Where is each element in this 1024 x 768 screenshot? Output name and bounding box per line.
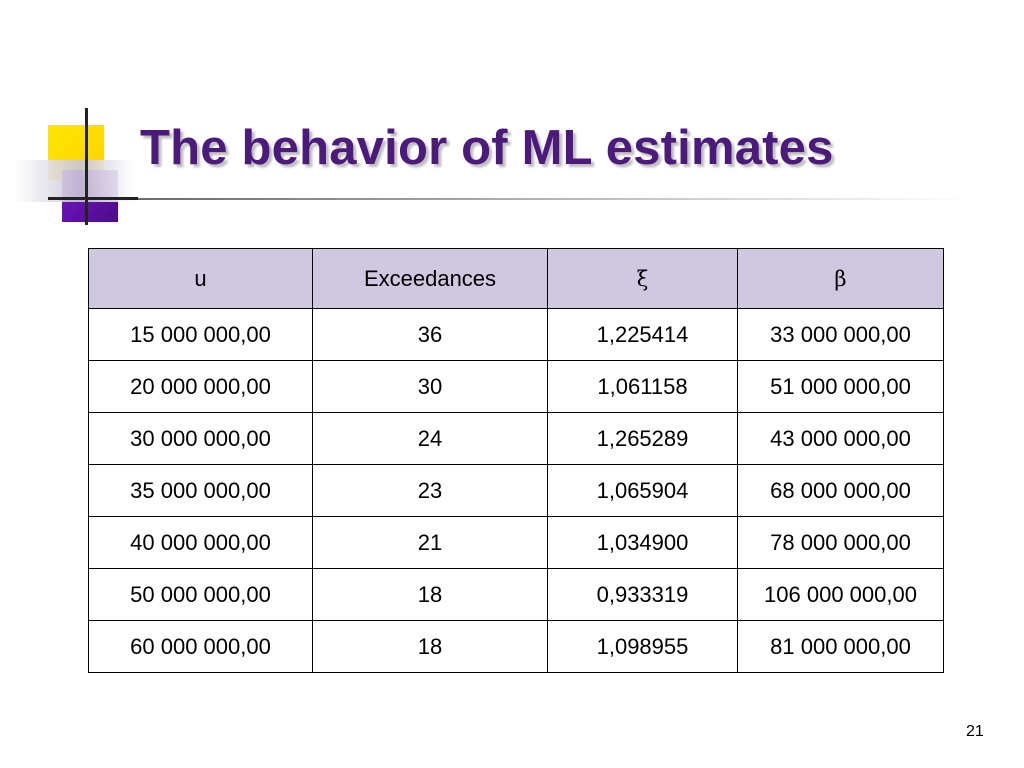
- cell-exceedances: 36: [312, 308, 548, 361]
- cell-xi: 1,065904: [547, 464, 738, 517]
- cell-u: 50 000 000,00: [88, 568, 313, 621]
- cell-u: 15 000 000,00: [88, 308, 313, 361]
- header-exceedances: Exceedances: [312, 248, 548, 309]
- table-header-row: u Exceedances ξ β: [88, 248, 944, 309]
- cell-beta: 106 000 000,00: [737, 568, 944, 621]
- cell-xi: 1,061158: [547, 360, 738, 413]
- title-underline: [138, 198, 968, 200]
- cell-xi: 1,225414: [547, 308, 738, 361]
- page-number: 21: [966, 723, 984, 740]
- table-row: 50 000 000,00 18 0,933319 106 000 000,00: [88, 568, 944, 621]
- slide-title: The behavior of ML estimates: [140, 121, 834, 175]
- header-xi: ξ: [547, 248, 738, 309]
- cell-beta: 68 000 000,00: [737, 464, 944, 517]
- cell-u: 35 000 000,00: [88, 464, 313, 517]
- cell-exceedances: 24: [312, 412, 548, 465]
- cell-xi: 1,034900: [547, 516, 738, 569]
- header-beta: β: [737, 248, 944, 309]
- estimates-table: u Exceedances ξ β 15 000 000,00 36 1,225…: [88, 248, 944, 673]
- horizontal-line-decoration: [48, 197, 138, 200]
- cell-exceedances: 21: [312, 516, 548, 569]
- cell-xi: 1,098955: [547, 620, 738, 673]
- table-row: 30 000 000,00 24 1,265289 43 000 000,00: [88, 412, 944, 465]
- cell-beta: 33 000 000,00: [737, 308, 944, 361]
- cell-beta: 81 000 000,00: [737, 620, 944, 673]
- cell-xi: 0,933319: [547, 568, 738, 621]
- table-row: 35 000 000,00 23 1,065904 68 000 000,00: [88, 464, 944, 517]
- table-row: 40 000 000,00 21 1,034900 78 000 000,00: [88, 516, 944, 569]
- cell-u: 40 000 000,00: [88, 516, 313, 569]
- vertical-line-decoration: [85, 108, 88, 225]
- header-u: u: [88, 248, 313, 309]
- cell-beta: 51 000 000,00: [737, 360, 944, 413]
- cell-beta: 78 000 000,00: [737, 516, 944, 569]
- cell-xi: 1,265289: [547, 412, 738, 465]
- cell-exceedances: 23: [312, 464, 548, 517]
- cell-exceedances: 30: [312, 360, 548, 413]
- table-row: 15 000 000,00 36 1,225414 33 000 000,00: [88, 308, 944, 361]
- cell-exceedances: 18: [312, 620, 548, 673]
- grey-gradient-bar-decoration: [14, 160, 134, 202]
- cell-u: 60 000 000,00: [88, 620, 313, 673]
- cell-exceedances: 18: [312, 568, 548, 621]
- cell-u: 20 000 000,00: [88, 360, 313, 413]
- cell-beta: 43 000 000,00: [737, 412, 944, 465]
- table-row: 60 000 000,00 18 1,098955 81 000 000,00: [88, 620, 944, 673]
- slide-logo-decoration: [0, 0, 200, 240]
- table-row: 20 000 000,00 30 1,061158 51 000 000,00: [88, 360, 944, 413]
- cell-u: 30 000 000,00: [88, 412, 313, 465]
